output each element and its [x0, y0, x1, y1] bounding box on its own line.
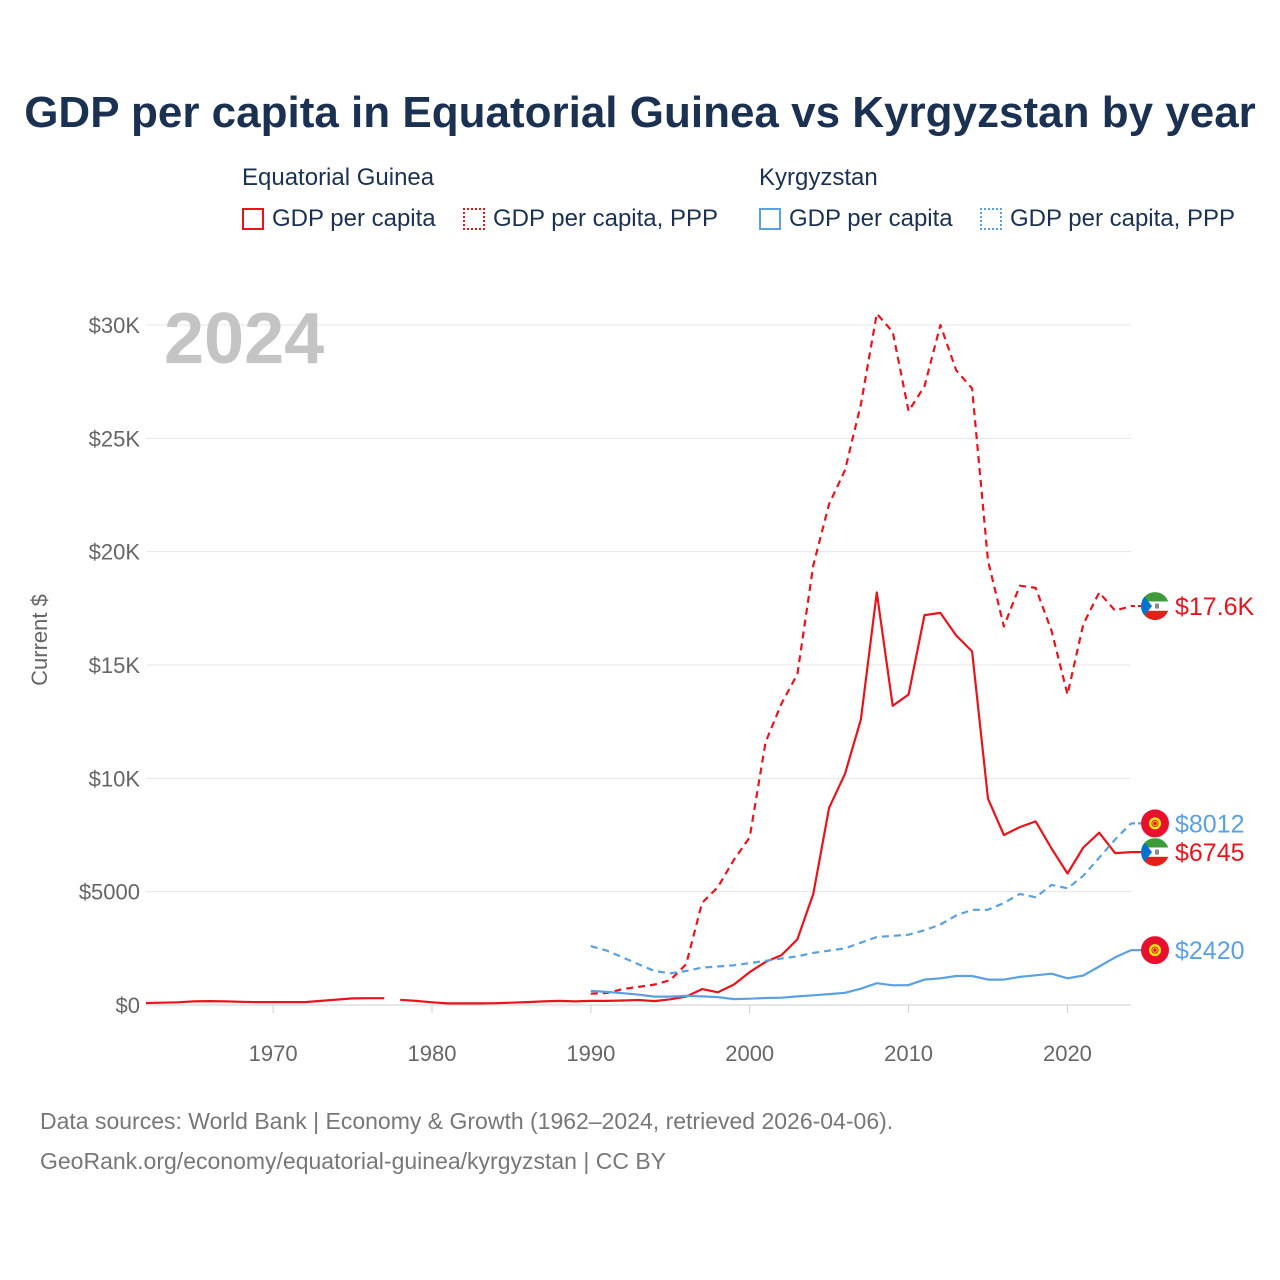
x-tick-label: 2020 [1043, 1041, 1092, 1066]
legend-group-equatorial-guinea: Equatorial Guinea [242, 164, 435, 191]
y-tick-label: $20K [89, 540, 141, 565]
series-line [145, 997, 385, 1005]
footer-source: Data sources: World Bank | Economy & Gro… [40, 1108, 894, 1134]
legend-label: GDP per capita, PPP [493, 205, 718, 232]
legend-item-kg-gdp[interactable]: GDP per capita [759, 204, 953, 234]
equatorial-guinea-flag-icon [1141, 838, 1169, 867]
x-tick-label: 2000 [725, 1041, 774, 1066]
year-label: 2024 [164, 299, 325, 379]
series-equatorial-guinea-gdp-per-capita-ppp [590, 312, 1132, 995]
end-labels: $6745 $17.6K $2420 $8012 [1131, 592, 1255, 965]
legend-label: GDP per capita [789, 205, 953, 232]
y-axis: $0 $5000 $10K $15K $20K $25K $30K [79, 313, 141, 1018]
x-tick-label: 1970 [249, 1041, 298, 1066]
legend-label: GDP per capita, PPP [1010, 205, 1235, 232]
series-line [590, 312, 1132, 995]
legend-label: GDP per capita [272, 205, 436, 232]
x-tick-label: 1990 [566, 1041, 615, 1066]
y-tick-label: $0 [116, 993, 140, 1018]
equatorial-guinea-flag-icon [1141, 592, 1169, 621]
series-line [590, 949, 1132, 1001]
series-lines [145, 312, 1132, 1005]
series-kyrgyzstan-gdp-per-capita [590, 949, 1132, 1001]
footer-url: GeoRank.org/economy/equatorial-guinea/ky… [40, 1148, 667, 1174]
end-value-label: $2420 [1175, 937, 1245, 965]
series-line [590, 822, 1132, 975]
end-value-label: $6745 [1175, 839, 1245, 867]
legend-item-kg-gdp-ppp[interactable]: GDP per capita, PPP [980, 204, 1235, 234]
legend-swatch-dotted [980, 208, 1002, 230]
legend-swatch-solid [759, 208, 781, 230]
y-tick-label: $10K [89, 766, 141, 791]
legend-item-eq-gdp[interactable]: GDP per capita [242, 204, 436, 234]
kyrgyzstan-flag-icon [1141, 936, 1169, 965]
series-equatorial-guinea-gdp-per-capita [145, 591, 1132, 1005]
legend-swatch-dotted [463, 208, 485, 230]
x-tick-label: 2010 [884, 1041, 933, 1066]
end-value-label: $8012 [1175, 810, 1245, 838]
series-line [400, 591, 1132, 1005]
series-kyrgyzstan-gdp-per-capita-ppp [590, 822, 1132, 975]
y-tick-label: $5000 [79, 880, 140, 905]
kyrgyzstan-flag-icon [1141, 809, 1169, 838]
y-tick-label: $30K [89, 313, 141, 338]
legend-group-kyrgyzstan: Kyrgyzstan [759, 164, 878, 191]
gridlines [146, 324, 1131, 1006]
legend-item-eq-gdp-ppp[interactable]: GDP per capita, PPP [463, 204, 718, 234]
end-value-label: $17.6K [1175, 593, 1255, 621]
y-tick-label: $15K [89, 653, 141, 678]
legend-swatch-solid [242, 208, 264, 230]
x-tick-label: 1980 [407, 1041, 456, 1066]
y-tick-label: $25K [89, 426, 141, 451]
x-axis: 1970 1980 1990 2000 2010 2020 [249, 1005, 1092, 1066]
chart-title: GDP per capita in Equatorial Guinea vs K… [24, 88, 1256, 137]
